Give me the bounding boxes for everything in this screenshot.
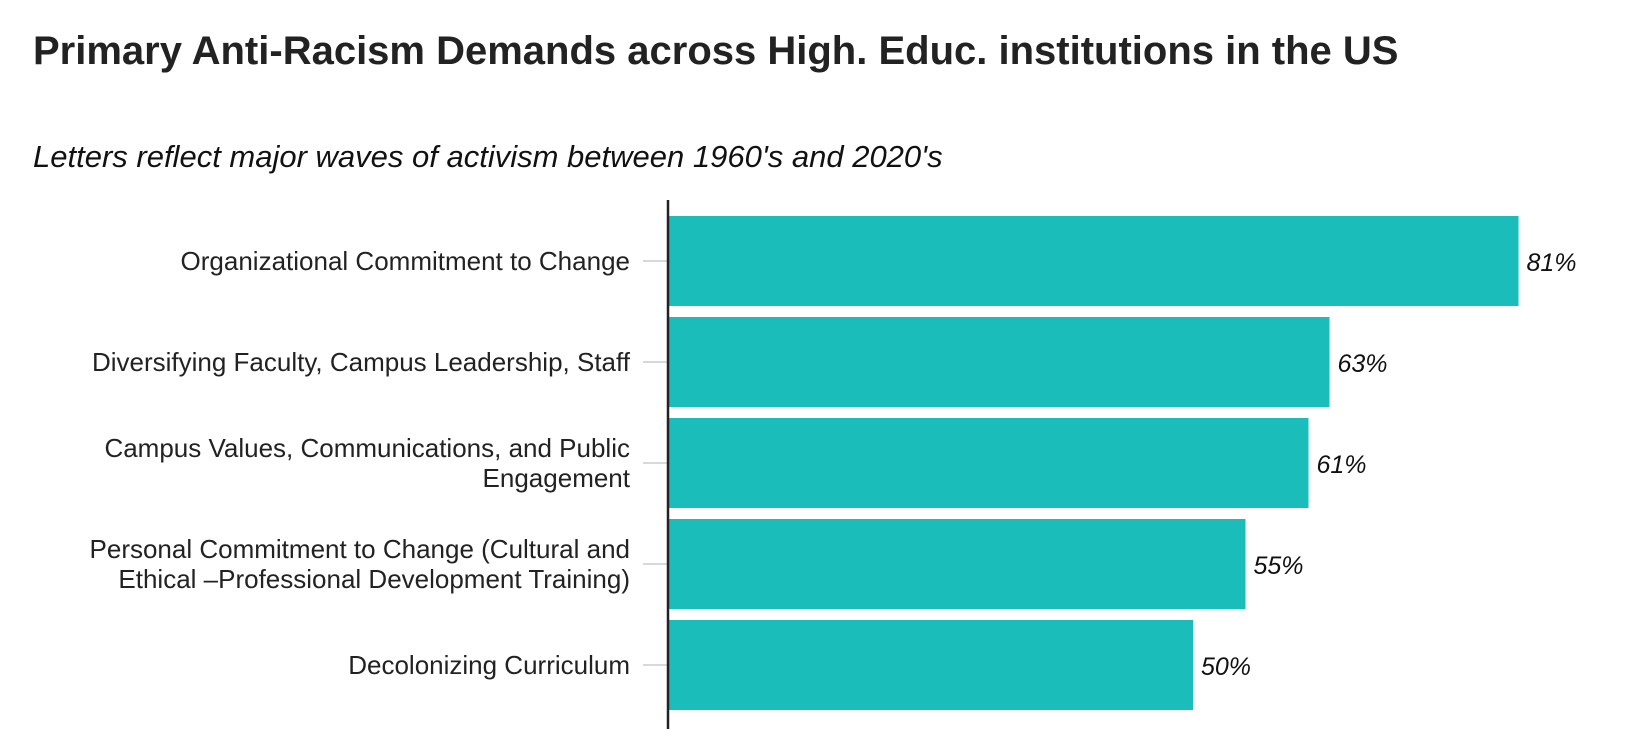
bars-layer xyxy=(668,216,1519,710)
category-label-line: Personal Commitment to Change (Cultural … xyxy=(90,534,630,564)
chart-title: Primary Anti-Racism Demands across High.… xyxy=(33,29,1399,73)
value-label: 55% xyxy=(1254,552,1304,580)
bar xyxy=(668,317,1330,407)
bar xyxy=(668,519,1246,609)
category-label-line: Decolonizing Curriculum xyxy=(348,650,630,680)
category-label: Personal Commitment to Change (Cultural … xyxy=(90,534,630,594)
category-labels-layer: Organizational Commitment to Change Diver… xyxy=(90,246,631,680)
category-label: Diversifying Faculty, Campus Leadership,… xyxy=(92,347,631,377)
category-label-line: Organizational Commitment to Change xyxy=(181,246,630,276)
value-label: 81% xyxy=(1527,249,1577,277)
bar xyxy=(668,418,1309,508)
category-label-line: Campus Values, Communications, and Publi… xyxy=(104,433,630,463)
value-label: 61% xyxy=(1317,451,1367,479)
category-label-line: Ethical –Professional Development Traini… xyxy=(118,564,630,594)
value-label: 63% xyxy=(1338,350,1388,378)
category-label: Campus Values, Communications, and Publi… xyxy=(104,433,630,493)
bar xyxy=(668,216,1519,306)
category-label: Decolonizing Curriculum xyxy=(348,650,630,680)
category-label-line: Engagement xyxy=(483,463,631,493)
chart-subtitle: Letters reflect major waves of activism … xyxy=(33,139,943,174)
bar xyxy=(668,620,1193,710)
value-labels-layer: 81% 63% 61% 55% 50% xyxy=(1201,249,1577,681)
category-label: Organizational Commitment to Change xyxy=(181,246,630,276)
category-label-line: Diversifying Faculty, Campus Leadership,… xyxy=(92,347,631,377)
category-ticks-layer xyxy=(643,260,668,666)
value-label: 50% xyxy=(1201,653,1251,681)
